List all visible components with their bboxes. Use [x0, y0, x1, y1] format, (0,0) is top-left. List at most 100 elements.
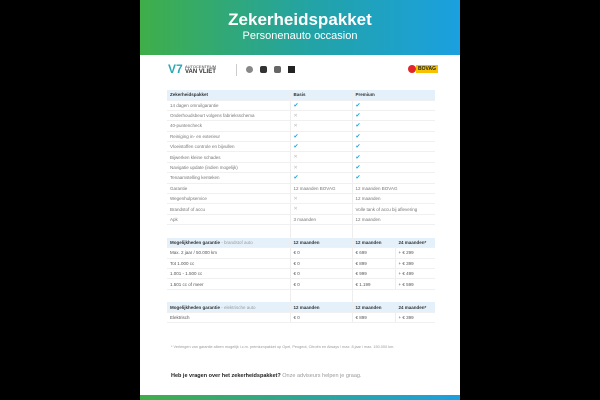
- table-cell: Max. 2 jaar / 50.000 km: [167, 247, 290, 259]
- table-cell: 24 maanden*: [394, 237, 435, 249]
- cross-cell: ✕: [289, 162, 352, 174]
- cross-cell: ✕: [289, 151, 352, 163]
- table-cell: 12 maanden BOVAG: [289, 183, 352, 195]
- check-icon: ✔: [355, 113, 361, 120]
- dealer-logo: V7 AUTOCENTRUM VAN VLIET: [168, 63, 216, 75]
- table-cell: 14 dagen omruilgarantie: [167, 100, 290, 111]
- table-cell: Basis: [289, 90, 352, 101]
- check-icon: ✔: [355, 175, 361, 182]
- bovag-logo: BOVAG: [408, 65, 438, 73]
- table-cell: € 899: [351, 312, 395, 324]
- table-row: Garantie 12 maanden BOVAG 12 maanden BOVAG: [167, 183, 435, 195]
- table-cell: Navigatie update (indien mogelijk): [167, 162, 290, 174]
- table-cell: + € 599: [394, 278, 435, 290]
- table-cell: 1.501 cc of meer: [167, 278, 290, 290]
- spacer-row: [167, 224, 435, 238]
- table-title: Mogelijkheden garantie - elektrische aut…: [167, 302, 290, 313]
- check-icon: ✔: [355, 144, 361, 151]
- table-cell: € 0: [289, 312, 352, 324]
- table-cell: Vloeistoffen controle en bijvullen: [167, 141, 290, 153]
- table-header-row: Zekerheidspakket Basis Premium: [167, 90, 435, 101]
- cross-icon: ✕: [293, 206, 298, 213]
- price-row: Elektrisch € 0 € 899 + € 399: [167, 312, 435, 324]
- table-cell: + € 399: [394, 258, 435, 269]
- table-cell: 24 maanden*: [394, 302, 435, 313]
- table-row: Apk 3 maanden 12 maanden: [167, 214, 435, 226]
- table-cell: 12 maanden: [351, 302, 395, 313]
- v7-logo-icon: V7: [168, 62, 183, 76]
- check-icon: ✔: [355, 154, 361, 161]
- check-icon: ✔: [293, 144, 299, 151]
- cross-cell: ✕: [289, 110, 352, 122]
- table-cell: Tenaamstelling kenteken: [167, 172, 290, 184]
- cross-icon: ✕: [293, 154, 298, 161]
- table-row: 40-puntencheck ✕ ✔: [167, 120, 435, 132]
- cross-cell: ✕: [289, 120, 352, 132]
- cross-cell: ✕: [289, 193, 352, 205]
- bovag-q-icon: [408, 65, 417, 73]
- price-row: Max. 2 jaar / 50.000 km € 0 € 699 + € 299: [167, 247, 435, 259]
- table-cell: € 0: [289, 278, 352, 290]
- table-cell: Reiniging in- en exterieur: [167, 131, 290, 143]
- table-cell: € 0: [289, 247, 352, 259]
- table-cell: + € 399: [394, 312, 435, 324]
- table-cell: Bijwerken kleine schades: [167, 151, 290, 163]
- table-row: Onderhoudsbeurt volgens fabrieksschema ✕ ✔: [167, 110, 435, 122]
- header-banner: Zekerheidspakket Personenauto occasion: [140, 0, 460, 55]
- check-icon: ✔: [355, 102, 361, 109]
- table-row: Brandstof of accu ✕ Volle tank of accu bij…: [167, 203, 435, 215]
- check-icon: ✔: [293, 175, 299, 182]
- table-cell: 12 maanden: [351, 237, 395, 249]
- contact-question: Heb je vragen over het zekerheidspakket?…: [171, 373, 362, 379]
- table-cell: Premium: [351, 90, 435, 101]
- table-cell: € 699: [351, 247, 395, 259]
- table-cell: Garantie: [167, 183, 290, 195]
- price-row: 1.001 - 1.500 cc € 0 € 999 + € 499: [167, 268, 435, 280]
- check-cell: ✔: [351, 172, 435, 184]
- table-cell: Zekerheidspakket: [167, 90, 290, 101]
- table-cell: Tot 1.000 cc: [167, 258, 290, 269]
- check-cell: ✔: [351, 100, 435, 111]
- check-icon: ✔: [355, 165, 361, 172]
- check-cell: ✔: [351, 162, 435, 174]
- check-icon: ✔: [293, 102, 299, 109]
- page-subtitle: Personenauto occasion: [242, 30, 358, 42]
- price-row: Tot 1.000 cc € 0 € 899 + € 399: [167, 258, 435, 269]
- cross-cell: ✕: [289, 203, 352, 215]
- footer-bar: [140, 395, 460, 400]
- spacer-row: [167, 289, 435, 303]
- table-cell: 1.001 - 1.500 cc: [167, 268, 290, 280]
- opel-logo-icon: [246, 66, 253, 73]
- table-row: 14 dagen omruilgarantie ✔ ✔: [167, 100, 435, 111]
- check-cell: ✔: [289, 172, 352, 184]
- table-cell: Apk: [167, 214, 290, 226]
- table-row: Navigatie update (indien mogelijk) ✕ ✔: [167, 162, 435, 174]
- check-cell: ✔: [351, 120, 435, 132]
- divider: [236, 64, 237, 76]
- table-cell: + € 499: [394, 268, 435, 280]
- check-icon: ✔: [293, 133, 299, 140]
- peugeot-logo-icon: [260, 66, 267, 73]
- table-cell: Volle tank of accu bij aflevering: [351, 203, 435, 215]
- table-cell: Elektrisch: [167, 312, 290, 324]
- table-cell: 12 maanden: [351, 193, 435, 205]
- package-table: Zekerheidspakket Basis Premium 14 dagen omr…: [167, 90, 435, 324]
- cross-icon: ✕: [293, 112, 298, 119]
- table-row: Reiniging in- en exterieur ✔ ✔: [167, 131, 435, 143]
- cross-icon: ✕: [293, 164, 298, 171]
- table-cell: 12 maanden: [289, 302, 352, 313]
- check-cell: ✔: [289, 131, 352, 143]
- dealer-name-line1: AUTOCENTRUM: [185, 63, 217, 69]
- check-cell: ✔: [289, 100, 352, 111]
- table-cell: 12 maanden: [289, 237, 352, 249]
- document-page: Zekerheidspakket Personenauto occasion V…: [140, 0, 460, 400]
- table-cell: 12 maanden BOVAG: [351, 183, 435, 195]
- table-cell: Onderhoudsbeurt volgens fabrieksschema: [167, 110, 290, 122]
- table-row: Bijwerken kleine schades ✕ ✔: [167, 151, 435, 163]
- check-icon: ✔: [355, 123, 361, 130]
- table-cell: € 1.199: [351, 278, 395, 290]
- check-cell: ✔: [351, 110, 435, 122]
- table-cell: 3 maanden: [289, 214, 352, 226]
- page-title: Zekerheidspakket: [228, 10, 372, 29]
- table-row: Vloeistoffen controle en bijvullen ✔ ✔: [167, 141, 435, 153]
